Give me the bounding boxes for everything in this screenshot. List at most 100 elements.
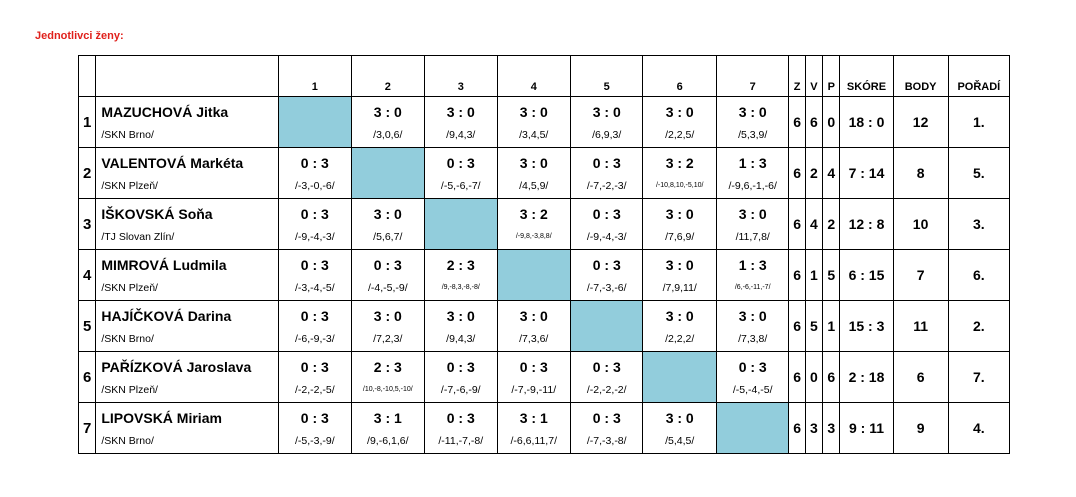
match-result: 3 : 0/3,4,5/ [496,96,571,148]
wins-count: 4 [804,198,824,250]
ranking: 4. [947,402,1011,454]
match-sets: /9,-6,1,6/ [367,434,409,447]
player-club: /SKN Brno/ [101,332,154,345]
match-result: 3 : 0/9,4,3/ [424,300,498,352]
match-result: 3 : 2 /-9,8,-3,8,8/ [496,198,571,250]
player-club: /SKN Plzeň/ [101,383,158,396]
header-z: Z [788,55,806,97]
header-row: 1 2 3 4 5 6 7 Z V P SKÓRE BODY POŘADÍ [77,55,1011,97]
match-sets: /-3,-0,-6/ [294,179,335,192]
wins-matches-played: 6 [788,300,806,352]
match-sets: /-9,-4,-3/ [294,230,335,243]
wins-count: 2 [804,147,824,199]
header-col-6: 6 [642,55,717,97]
ranking: 5. [947,147,1011,199]
score-total: 7 : 14 [839,147,894,199]
match-sets: /-7,-2,-3/ [586,179,627,192]
match-score: 3 : 0 [519,307,548,324]
match-sets: /7,6,9/ [665,230,695,243]
points-total: 9 [892,402,949,454]
match-sets: /11,7,8/ [735,230,770,243]
match-score: 0 : 3 [373,256,402,273]
match-result: 0 : 3 /-7,-3,-6/ [569,249,644,301]
match-result: 3 : 0/4,5,9/ [496,147,571,199]
match-score: 3 : 1 [519,409,548,426]
self-match-cell [715,402,790,454]
score-total: 9 : 11 [839,402,894,454]
match-score: 2 : 3 [373,358,402,375]
match-score: 0 : 3 [519,358,548,375]
match-score: 0 : 3 [592,154,621,171]
match-sets: /10,-8,-10,5,-10/ [362,385,413,393]
match-result: 3 : 0/3,0,6/ [350,96,426,148]
match-score: 3 : 0 [738,103,767,120]
player-number: 5 [77,300,97,352]
player-club: /SKN Brno/ [101,434,154,447]
table-row: 2 VALENTOVÁ Markéta/SKN Plzeň/0 : 3 /-3,-0… [77,147,1011,199]
match-score: 3 : 0 [665,409,694,426]
points-total: 6 [892,351,949,403]
ranking: 7. [947,351,1011,403]
match-sets: /2,2,2/ [665,332,695,345]
player-number: 6 [77,351,97,403]
wins-count: 6 [804,96,824,148]
match-result: 2 : 3/9,-8,3,-8,-8/ [424,249,498,301]
match-result: 0 : 3 /-5,-4,-5/ [715,351,790,403]
ranking: 6. [947,249,1011,301]
match-result: 3 : 1/9,-6,1,6/ [350,402,426,454]
points-total: 10 [892,198,949,250]
match-score: 1 : 3 [738,154,767,171]
player-cell: VALENTOVÁ Markéta/SKN Plzeň/ [95,147,280,199]
match-result: 3 : 0/5,3,9/ [715,96,790,148]
match-result: 0 : 3 /-7,-9,-11/ [496,351,571,403]
match-result: 0 : 3 /-7,-3,-8/ [569,402,644,454]
match-score: 0 : 3 [446,358,475,375]
player-club: /SKN Plzeň/ [101,281,158,294]
match-sets: /-2,-2,-2/ [586,383,627,396]
player-club: /TJ Slovan Zlín/ [101,230,175,243]
match-sets: /-7,-9,-11/ [511,383,557,396]
match-result: 3 : 0/11,7,8/ [715,198,790,250]
match-score: 3 : 0 [665,256,694,273]
match-score: 0 : 3 [592,205,621,222]
match-result: 0 : 3 /-9,-4,-3/ [569,198,644,250]
match-score: 0 : 3 [300,409,329,426]
losses-count: 6 [822,351,841,403]
match-score: 3 : 0 [592,103,621,120]
header-num [77,55,97,97]
player-name: PAŘÍZKOVÁ Jaroslava [101,358,252,375]
wins-count: 1 [804,249,824,301]
points-total: 12 [892,96,949,148]
table-row: 4 MIMROVÁ Ludmila/SKN Plzeň/0 : 3 /-3,-4,-… [77,249,1011,301]
match-sets: /7,2,3/ [373,332,403,345]
match-sets: /7,9,11/ [662,281,697,294]
match-result: 3 : 0/2,2,5/ [642,96,717,148]
match-score: 0 : 3 [300,307,329,324]
match-result: 3 : 1 /-6,6,11,7/ [496,402,571,454]
match-score: 3 : 2 [665,154,694,171]
match-sets: /2,2,5/ [665,128,695,141]
header-p: P [822,55,841,97]
match-result: 0 : 3 /-2,-2,-5/ [278,351,352,403]
table-row: 7 LIPOVSKÁ Miriam/SKN Brno/0 : 3 /-5,-3,-9… [77,402,1011,454]
losses-count: 4 [822,147,841,199]
player-name: IŠKOVSKÁ Soňa [101,205,213,222]
header-col-4: 4 [496,55,571,97]
match-result: 3 : 0/7,6,9/ [642,198,717,250]
match-score: 3 : 0 [738,205,767,222]
score-total: 15 : 3 [839,300,894,352]
match-result: 0 : 3 /-7,-6,-9/ [424,351,498,403]
score-total: 6 : 15 [839,249,894,301]
wins-count: 5 [804,300,824,352]
header-col-7: 7 [715,55,790,97]
losses-count: 3 [822,402,841,454]
match-score: 3 : 0 [665,103,694,120]
points-total: 11 [892,300,949,352]
match-sets: /9,-8,3,-8,-8/ [441,283,480,291]
match-sets: /5,6,7/ [373,230,403,243]
points-total: 7 [892,249,949,301]
player-name: HAJÍČKOVÁ Darina [101,307,232,324]
match-sets: /-10,8,10,-5,10/ [655,181,704,189]
match-result: 3 : 0/6,9,3/ [569,96,644,148]
